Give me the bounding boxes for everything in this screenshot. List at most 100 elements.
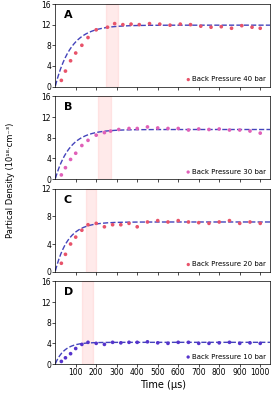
Back Pressure 40 bar (258, 25, 262, 32)
Back Pressure 10 bar (238, 340, 242, 346)
Back Pressure 30 bar (73, 150, 78, 156)
Back Pressure 30 bar (176, 125, 181, 132)
Back Pressure 30 bar (186, 127, 191, 133)
Back Pressure 30 bar (135, 125, 139, 132)
Text: C: C (64, 195, 72, 205)
Back Pressure 20 bar (119, 222, 123, 228)
Back Pressure 10 bar (86, 339, 90, 346)
Back Pressure 40 bar (73, 50, 78, 56)
Back Pressure 40 bar (137, 22, 142, 28)
Bar (82, 282, 93, 364)
Back Pressure 20 bar (94, 220, 99, 226)
Back Pressure 30 bar (197, 126, 201, 132)
Back Pressure 30 bar (102, 130, 107, 136)
Back Pressure 40 bar (129, 21, 133, 27)
Back Pressure 10 bar (119, 340, 123, 346)
Back Pressure 40 bar (178, 21, 182, 27)
Bar (106, 4, 118, 86)
Back Pressure 20 bar (86, 222, 90, 228)
Text: Partical Density (10¹⁸·cm⁻³): Partical Density (10¹⁸·cm⁻³) (6, 122, 15, 238)
Back Pressure 40 bar (250, 24, 254, 30)
Back Pressure 40 bar (86, 34, 90, 41)
Back Pressure 20 bar (135, 224, 139, 230)
Back Pressure 10 bar (248, 340, 252, 346)
Back Pressure 30 bar (86, 137, 90, 144)
Back Pressure 30 bar (248, 128, 252, 134)
Back Pressure 30 bar (217, 126, 221, 132)
Back Pressure 20 bar (186, 219, 191, 225)
Back Pressure 20 bar (102, 224, 107, 230)
Back Pressure 10 bar (227, 339, 232, 346)
Back Pressure 10 bar (127, 339, 131, 346)
Back Pressure 10 bar (68, 350, 73, 357)
Back Pressure 20 bar (110, 222, 115, 228)
Back Pressure 40 bar (219, 24, 224, 30)
Back Pressure 40 bar (188, 22, 193, 28)
Back Pressure 10 bar (258, 340, 262, 346)
Legend: Back Pressure 10 bar: Back Pressure 10 bar (185, 353, 267, 360)
Back Pressure 20 bar (217, 219, 221, 225)
Back Pressure 30 bar (145, 124, 150, 130)
Back Pressure 30 bar (227, 127, 232, 133)
Back Pressure 40 bar (158, 21, 162, 27)
Back Pressure 10 bar (145, 339, 150, 345)
Back Pressure 30 bar (238, 127, 242, 133)
Back Pressure 40 bar (59, 77, 63, 84)
Back Pressure 10 bar (166, 340, 170, 346)
Back Pressure 30 bar (127, 125, 131, 132)
Text: A: A (64, 10, 72, 20)
Back Pressure 40 bar (80, 42, 84, 48)
Back Pressure 20 bar (207, 220, 211, 226)
Back Pressure 30 bar (63, 164, 68, 171)
Back Pressure 40 bar (63, 68, 68, 74)
Back Pressure 10 bar (176, 339, 181, 346)
Back Pressure 30 bar (94, 132, 99, 138)
Back Pressure 30 bar (155, 125, 160, 131)
Back Pressure 10 bar (155, 340, 160, 346)
Back Pressure 10 bar (80, 341, 84, 348)
Back Pressure 10 bar (207, 340, 211, 346)
Back Pressure 20 bar (68, 241, 73, 247)
Back Pressure 10 bar (186, 339, 191, 346)
Back Pressure 40 bar (105, 24, 110, 30)
Back Pressure 10 bar (94, 340, 99, 346)
Back Pressure 10 bar (110, 339, 115, 346)
Back Pressure 20 bar (63, 251, 68, 258)
Back Pressure 40 bar (168, 22, 172, 28)
Back Pressure 30 bar (116, 126, 121, 133)
Back Pressure 10 bar (135, 339, 139, 346)
Back Pressure 20 bar (238, 220, 242, 226)
Back Pressure 30 bar (68, 156, 73, 163)
Back Pressure 10 bar (197, 340, 201, 346)
Back Pressure 40 bar (209, 24, 213, 30)
Bar (86, 189, 96, 272)
Back Pressure 20 bar (258, 220, 262, 226)
Legend: Back Pressure 40 bar: Back Pressure 40 bar (185, 76, 267, 83)
Back Pressure 20 bar (145, 219, 150, 225)
Back Pressure 20 bar (166, 219, 170, 225)
Back Pressure 10 bar (63, 355, 68, 361)
Back Pressure 30 bar (108, 128, 113, 134)
Back Pressure 10 bar (59, 358, 63, 365)
Back Pressure 30 bar (166, 125, 170, 132)
X-axis label: Time (μs): Time (μs) (140, 380, 186, 390)
Legend: Back Pressure 20 bar: Back Pressure 20 bar (185, 261, 267, 268)
Back Pressure 30 bar (258, 130, 262, 136)
Back Pressure 20 bar (197, 220, 201, 226)
Bar (98, 96, 111, 179)
Back Pressure 40 bar (112, 20, 117, 27)
Back Pressure 10 bar (73, 345, 78, 352)
Back Pressure 30 bar (207, 126, 211, 133)
Back Pressure 20 bar (155, 218, 160, 224)
Back Pressure 20 bar (176, 218, 181, 224)
Back Pressure 40 bar (240, 22, 244, 29)
Back Pressure 20 bar (227, 218, 232, 224)
Back Pressure 30 bar (59, 172, 63, 178)
Back Pressure 40 bar (121, 22, 125, 28)
Back Pressure 20 bar (80, 227, 84, 234)
Text: D: D (64, 287, 73, 297)
Back Pressure 40 bar (94, 27, 99, 33)
Back Pressure 20 bar (73, 234, 78, 240)
Back Pressure 10 bar (102, 341, 107, 348)
Back Pressure 20 bar (59, 260, 63, 266)
